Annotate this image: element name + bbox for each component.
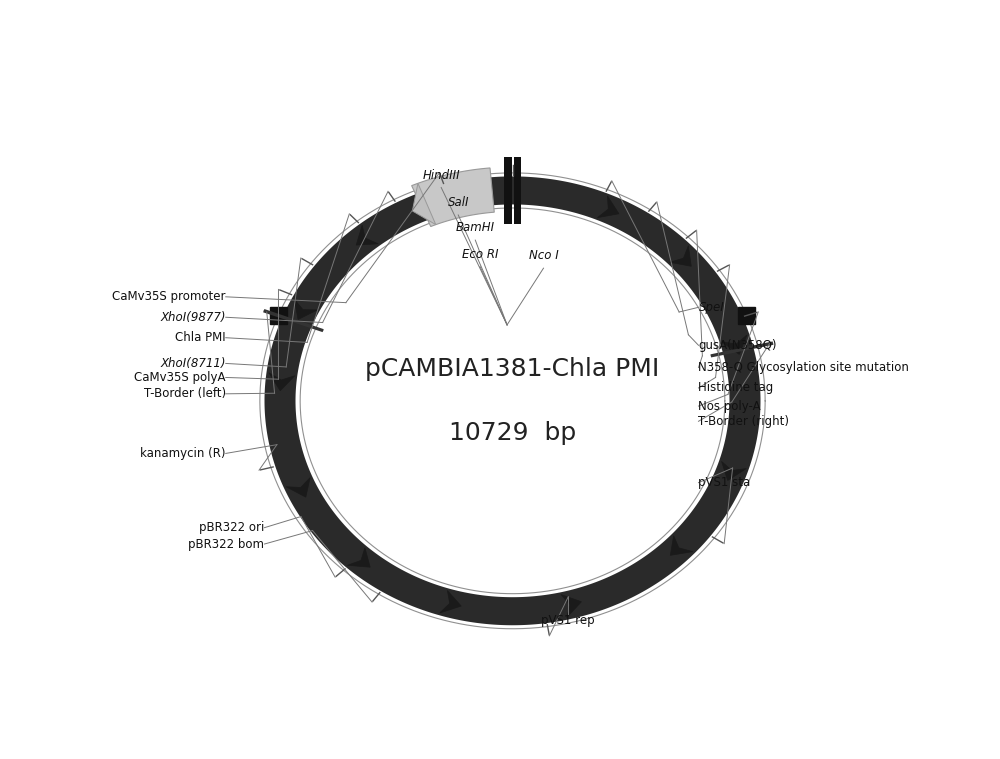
Text: XhoI(8711): XhoI(8711) [160,357,226,370]
Text: HindIII: HindIII [422,168,460,181]
Polygon shape [670,246,691,266]
Text: BamHI: BamHI [456,222,495,235]
Bar [504,157,512,224]
Polygon shape [269,373,295,391]
Polygon shape [670,536,693,556]
Text: CaMv35S polyA: CaMv35S polyA [134,371,226,384]
Text: Chla PMI: Chla PMI [175,331,226,345]
Bar [738,307,755,324]
Polygon shape [722,335,747,354]
Polygon shape [597,196,619,218]
Text: pVS1 rep: pVS1 rep [541,614,595,627]
Text: 10729  bp: 10729 bp [449,421,576,445]
Polygon shape [286,477,310,497]
Polygon shape [412,168,494,226]
Polygon shape [440,591,461,613]
Polygon shape [722,461,746,480]
Text: Nos poly-A: Nos poly-A [698,399,761,413]
Text: Histidine tag: Histidine tag [698,382,774,395]
Polygon shape [356,225,378,245]
Text: T-Border (right): T-Border (right) [698,414,790,428]
Text: gusA(N358Q): gusA(N358Q) [698,339,777,352]
Text: CaMv35S promoter: CaMv35S promoter [112,290,226,304]
Text: XhoI(9877): XhoI(9877) [160,310,226,324]
Text: T-Border (left): T-Border (left) [144,387,226,400]
Text: pVS1 sta: pVS1 sta [698,476,751,489]
Polygon shape [347,548,370,567]
Bar [514,157,521,224]
Text: SalI: SalI [448,196,469,209]
Text: SpeI: SpeI [698,301,724,313]
Bar [270,307,287,324]
Polygon shape [412,184,436,225]
Text: kanamycin (R): kanamycin (R) [140,447,226,460]
Polygon shape [561,594,581,618]
Text: N358-Q Glycosylation site mutation: N358-Q Glycosylation site mutation [698,361,909,374]
Text: Nco I: Nco I [529,249,558,263]
Text: pCAMBIA1381-Chla PMI: pCAMBIA1381-Chla PMI [365,357,660,381]
Text: pBR322 ori: pBR322 ori [199,521,264,534]
Text: Eco RI: Eco RI [462,247,498,260]
Text: pBR322 bom: pBR322 bom [188,537,264,550]
Polygon shape [294,299,317,320]
Polygon shape [265,176,761,625]
